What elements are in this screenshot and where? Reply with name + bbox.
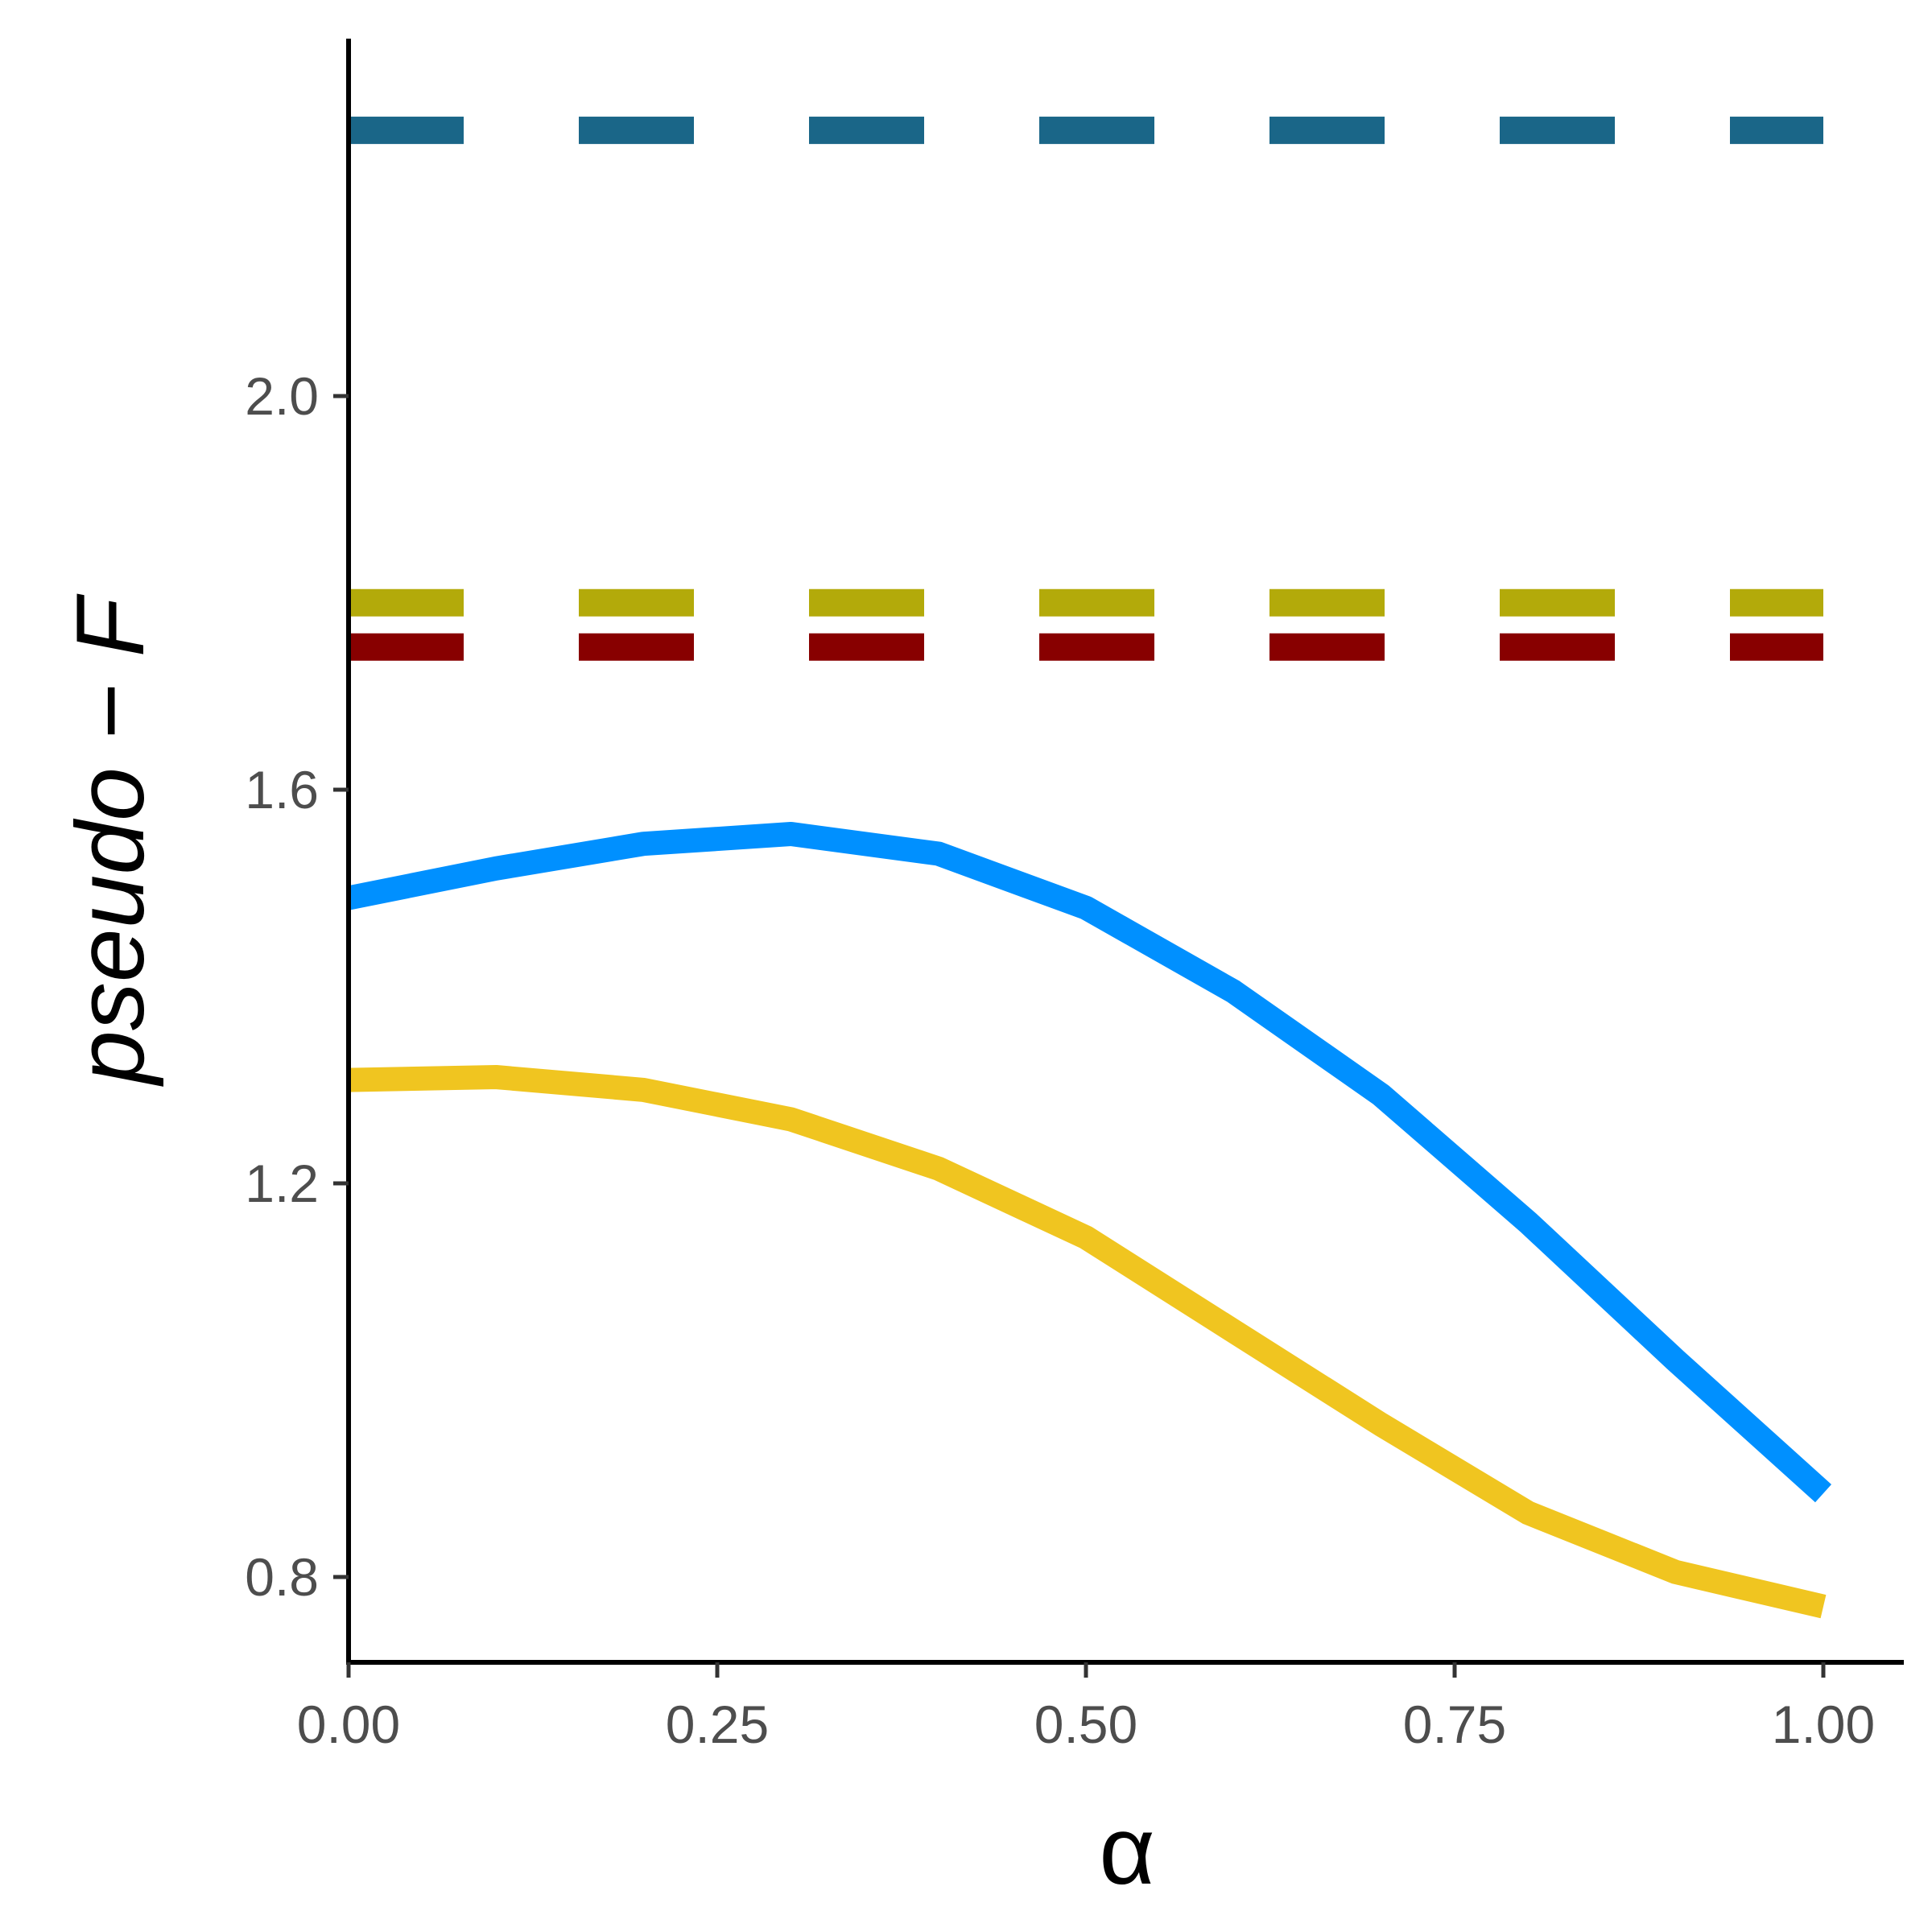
x-tick-label: 0.00 [297, 1695, 400, 1754]
x-tick-label: 0.50 [1034, 1695, 1137, 1754]
x-tick-label: 0.75 [1403, 1695, 1506, 1754]
y-axis-ticks: 0.8 1.2 1.6 2.0 [245, 366, 349, 1607]
x-axis-ticks: 0.00 0.25 0.50 0.75 1.00 [297, 1662, 1875, 1754]
series-line-1 [346, 822, 1832, 1503]
series-line-2 [348, 1065, 1827, 1619]
series-layer [346, 116, 1832, 1619]
y-tick-label: 1.2 [245, 1154, 319, 1213]
x-tick-label: 1.00 [1772, 1695, 1875, 1754]
y-tick-label: 0.8 [245, 1547, 319, 1607]
y-tick-label: 1.6 [245, 760, 319, 819]
y-axis-title: pseudo − F [56, 593, 164, 1086]
y-tick-label: 2.0 [245, 366, 319, 426]
x-axis-title: α [1099, 1797, 1154, 1905]
x-tick-label: 0.25 [666, 1695, 769, 1754]
